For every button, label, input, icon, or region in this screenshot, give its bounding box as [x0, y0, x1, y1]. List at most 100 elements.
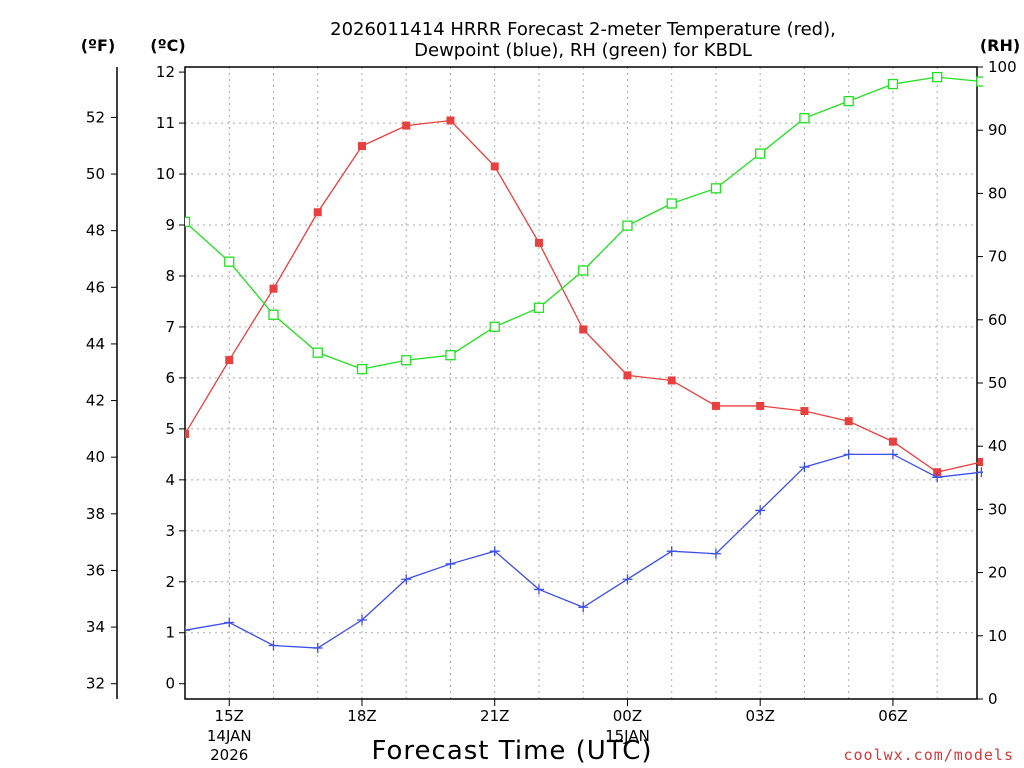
dewpoint-point [799, 462, 810, 473]
temperature-point [756, 401, 765, 410]
relative-humidity-series [185, 71, 983, 375]
fahrenheit-tick-label: 32 [86, 675, 105, 693]
x-tick-label: 21Z [480, 707, 509, 725]
rh-tick-label: 20 [988, 564, 1007, 582]
temperature-point [225, 356, 234, 365]
fahrenheit-tick-label: 52 [86, 108, 105, 126]
temperature-point [711, 401, 720, 410]
relative-humidity-point [976, 76, 983, 87]
dewpoint-point [755, 505, 766, 516]
relative-humidity-point [445, 350, 456, 361]
dewpoint-point [976, 467, 983, 478]
rh-tick-label: 40 [988, 437, 1007, 455]
temperature-point [579, 325, 588, 334]
fahrenheit-tick-label: 44 [86, 335, 105, 353]
relative-humidity-point [622, 220, 633, 231]
temperature-point [534, 238, 543, 247]
fahrenheit-tick-label: 36 [86, 561, 105, 579]
fahrenheit-tick-label: 38 [86, 505, 105, 523]
celsius-tick-label: 4 [165, 471, 175, 489]
fahrenheit-tick-label: 40 [86, 448, 105, 466]
dewpoint-point [356, 615, 367, 625]
celsius-axis-unit: (ºC) [150, 36, 185, 55]
relative-humidity-point [578, 265, 589, 276]
dewpoint-point [843, 449, 854, 460]
temperature-point [185, 429, 189, 438]
plot-frame [184, 66, 978, 700]
relative-humidity-point [224, 256, 235, 267]
x-axis-label: Forecast Time (UTC) [371, 736, 652, 766]
temperature-point [667, 376, 676, 385]
rh-tick-label: 10 [988, 627, 1007, 645]
celsius-tick-label: 12 [156, 63, 175, 81]
celsius-tick-label: 9 [165, 216, 175, 234]
dewpoint-point [268, 640, 279, 651]
x-tick-label: 06Z [878, 707, 907, 725]
celsius-tick-label: 8 [165, 267, 175, 285]
dewpoint-point [666, 546, 677, 557]
celsius-tick-label: 0 [165, 675, 175, 693]
temperature-point [357, 142, 366, 150]
dewpoint-point [312, 643, 323, 654]
fahrenheit-tick-label: 46 [86, 278, 105, 296]
temperature-point [977, 458, 983, 466]
temperature-point [446, 116, 455, 125]
relative-humidity-point [666, 198, 677, 209]
dewpoint-series [185, 449, 983, 654]
x-tick-date-label: 15JAN [605, 727, 650, 745]
temperature-series [185, 116, 983, 477]
rh-tick-label: 80 [988, 184, 1007, 202]
x-tick-label: 00Z [613, 707, 642, 725]
x-tick-label: 15Z [215, 707, 244, 725]
dewpoint-point [533, 584, 544, 595]
temperature-point [490, 162, 499, 171]
relative-humidity-point [710, 183, 722, 194]
fahrenheit-axis-unit: (ºF) [81, 36, 116, 55]
rh-axis-unit: (RH) [980, 36, 1020, 55]
temperature-point [313, 208, 322, 217]
fahrenheit-tick-label: 50 [86, 165, 105, 183]
rh-tick-label: 70 [988, 248, 1007, 266]
relative-humidity-point [185, 216, 191, 227]
chart-title-line-2: Dewpoint (blue), RH (green) for KBDL [414, 40, 752, 61]
rh-tick-label: 30 [988, 500, 1007, 518]
rh-tick-label: 0 [988, 690, 998, 708]
relative-humidity-point [799, 113, 810, 124]
x-tick-date-label: 14JAN [207, 727, 252, 745]
tick-labels: 0123456789101112323436384042444648505201… [86, 58, 1017, 764]
temperature-point [800, 407, 809, 416]
dewpoint-point [578, 602, 589, 613]
rh-tick-label: 100 [988, 58, 1017, 76]
grid [185, 67, 977, 699]
rh-tick-label: 60 [988, 311, 1007, 329]
x-tick-date-label: 2026 [210, 746, 248, 764]
celsius-tick-label: 1 [165, 624, 175, 642]
relative-humidity-point [312, 347, 323, 358]
fahrenheit-tick-label: 48 [86, 222, 105, 240]
celsius-tick-label: 10 [156, 165, 175, 183]
temperature-point [623, 371, 632, 380]
dewpoint-line [185, 453, 982, 649]
dewpoint-point [710, 548, 721, 559]
x-tick-label: 18Z [347, 707, 376, 725]
celsius-tick-label: 5 [165, 420, 175, 438]
relative-humidity-point [843, 95, 854, 107]
relative-humidity-point [401, 355, 412, 366]
dewpoint-point [489, 546, 500, 557]
relative-humidity-point [932, 71, 943, 83]
dewpoint-point [887, 449, 898, 460]
temperature-point [888, 437, 897, 446]
x-tick-label: 03Z [746, 707, 775, 725]
relative-humidity-point [533, 302, 545, 313]
celsius-tick-label: 3 [165, 522, 175, 540]
chart-title-line-1: 2026011414 HRRR Forecast 2-meter Tempera… [330, 19, 836, 40]
relative-humidity-point [755, 148, 766, 159]
dewpoint-point [224, 617, 235, 628]
celsius-tick-label: 7 [165, 318, 175, 336]
relative-humidity-point [356, 363, 368, 375]
relative-humidity-point [268, 309, 279, 320]
axes [116, 66, 978, 700]
dewpoint-point [401, 574, 412, 585]
fahrenheit-tick-label: 34 [86, 618, 105, 636]
celsius-tick-label: 6 [165, 369, 175, 387]
